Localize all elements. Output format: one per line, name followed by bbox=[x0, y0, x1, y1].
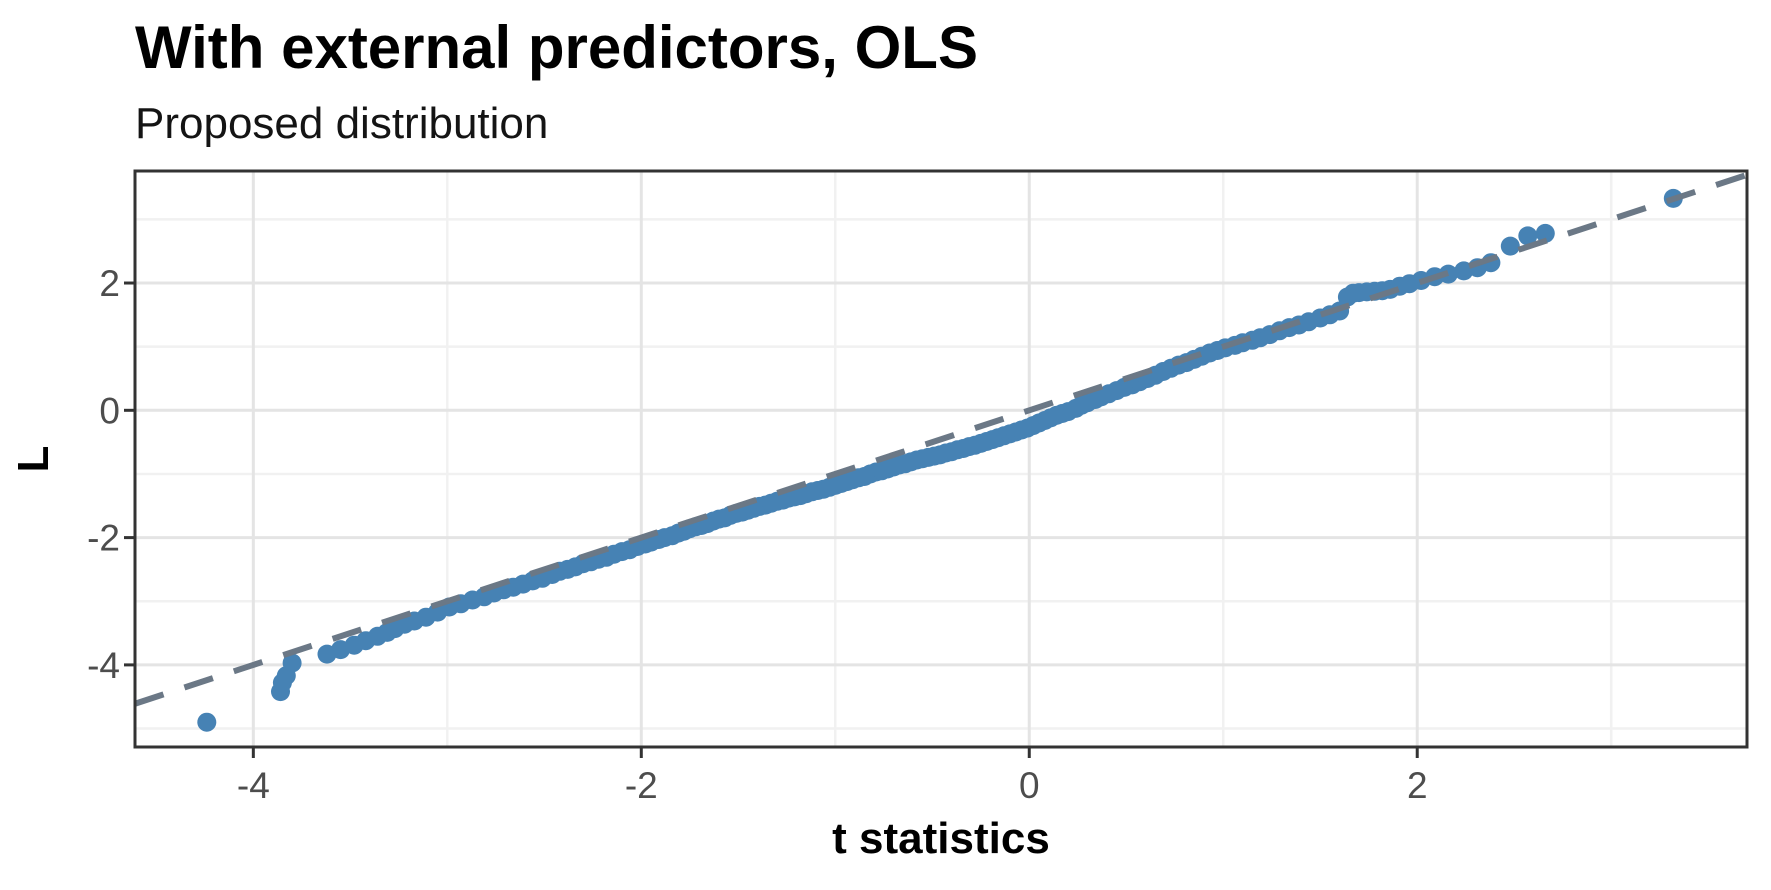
x-tick-label: 0 bbox=[1019, 765, 1040, 806]
y-tick-label: 0 bbox=[99, 390, 120, 431]
panel-border bbox=[133, 169, 1749, 749]
axis-tick-labels: -4 -2 0 2 2 0 -2 -4 bbox=[87, 263, 1427, 806]
x-axis-title: t statistics bbox=[832, 814, 1050, 863]
grid-major-lines bbox=[135, 171, 1747, 747]
plot-subtitle: Proposed distribution bbox=[135, 99, 548, 148]
x-tick-label: 2 bbox=[1407, 765, 1428, 806]
axis-tick-marks bbox=[124, 281, 1419, 758]
plot-title: With external predictors, OLS bbox=[135, 14, 978, 81]
identity-dashed-line bbox=[134, 171, 1748, 707]
data-point bbox=[1535, 223, 1555, 243]
y-tick-label: 2 bbox=[99, 263, 120, 304]
data-point bbox=[282, 653, 302, 673]
x-tick-label: -2 bbox=[625, 765, 658, 806]
y-tick-label: -2 bbox=[87, 518, 120, 559]
y-tick-label: -4 bbox=[87, 645, 120, 686]
data-point bbox=[1500, 236, 1520, 256]
x-tick-label: -4 bbox=[237, 765, 270, 806]
grid-minor-lines bbox=[135, 171, 1747, 747]
data-point bbox=[1518, 226, 1538, 246]
identity-reference-line bbox=[134, 171, 1748, 707]
data-point bbox=[197, 712, 217, 732]
y-axis-title: L bbox=[9, 446, 58, 473]
